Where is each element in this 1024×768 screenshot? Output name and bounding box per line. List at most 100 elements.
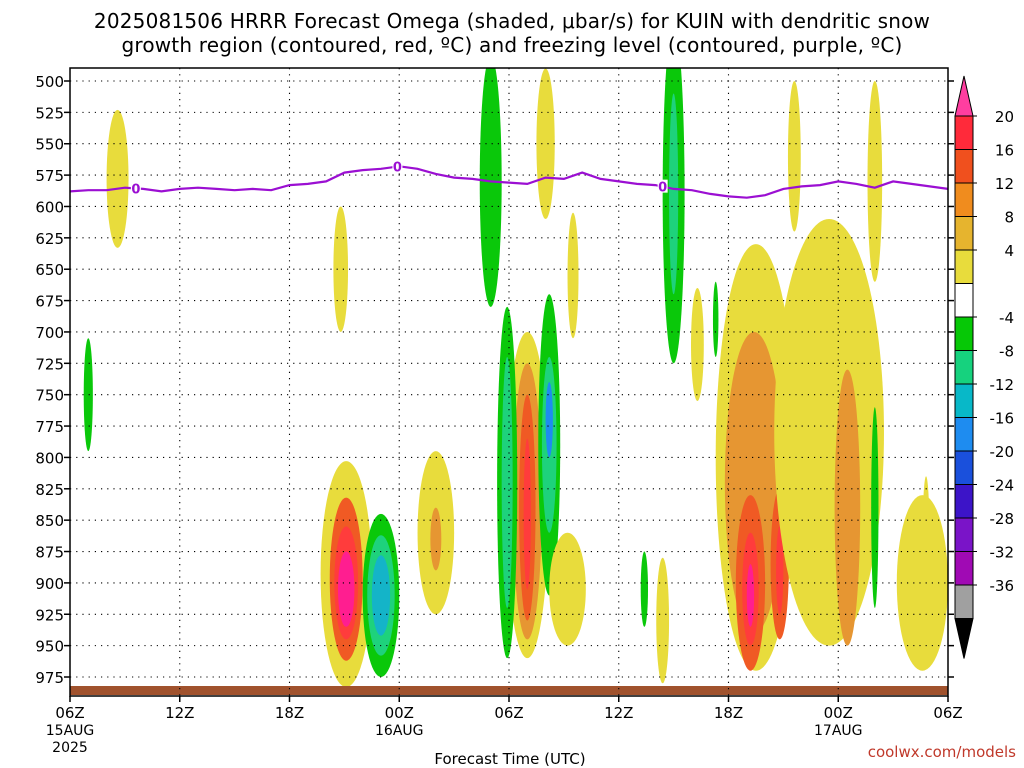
colorbar-segment-6 (954, 283, 974, 318)
colorbar-label-8: -16 (990, 410, 1015, 428)
y-tick-label-525: 525 (35, 104, 64, 122)
freezing-level-label-bg-2 (657, 179, 668, 193)
omega-region-2 (83, 338, 93, 452)
y-tick-label-775: 775 (35, 418, 64, 436)
x-date-label-18: 16AUG (375, 723, 424, 739)
credit-label: coolwx.com/models (868, 743, 1016, 761)
omega-region-13 (536, 68, 555, 220)
colorbar-label-7: -12 (990, 376, 1015, 394)
y-tick-label-675: 675 (35, 293, 64, 311)
colorbar-label-0: 20 (995, 108, 1014, 126)
omega-region-28 (669, 93, 679, 295)
freezing-level-label-2: 0 (658, 181, 667, 196)
x-tick-label-6: 12Z (165, 704, 194, 722)
y-tick-label-600: 600 (35, 198, 64, 216)
colorbar-label-11: -28 (990, 510, 1015, 528)
x-tick-label-18: 00Z (385, 704, 414, 722)
freezing-level-label-0: 0 (131, 182, 140, 197)
omega-region-43 (896, 495, 948, 671)
ground-surface-bar (70, 686, 948, 695)
omega-region-14 (567, 212, 579, 339)
y-axis: 500 525 550 575 600 625 650 675 700 725 750 775 800 8… (35, 73, 954, 687)
omega-region-40 (834, 369, 861, 646)
omega-region-11 (430, 507, 442, 571)
omega-region-18 (523, 438, 531, 590)
colorbar-segment-14 (954, 551, 974, 586)
colorbar-label-4: 4 (1004, 242, 1014, 260)
omega-region-20 (501, 357, 513, 608)
omega-region-44 (922, 476, 930, 615)
colorbar-segment-12 (954, 484, 974, 519)
y-tick-label-550: 550 (35, 136, 64, 154)
colorbar-segment-7 (954, 316, 974, 351)
colorbar-label-1: 16 (995, 142, 1014, 160)
colorbar-segment-13 (954, 517, 974, 552)
y-tick-label-725: 725 (35, 355, 64, 373)
x-tick-label-36: 18Z (714, 704, 743, 722)
x-tick-label-42: 00Z (824, 704, 853, 722)
omega-region-38 (787, 81, 801, 232)
colorbar-segment-5 (954, 249, 974, 284)
omega-region-1 (333, 206, 349, 332)
omega-region-0 (106, 109, 129, 248)
colorbar-label-2: 12 (995, 175, 1014, 193)
omega-region-12 (479, 68, 502, 307)
colorbar-segment-4 (954, 216, 974, 251)
x-date-label-0: 15AUG (46, 723, 95, 739)
omega-region-42 (871, 407, 879, 608)
y-tick-label-950: 950 (35, 638, 64, 656)
freezing-level-line (69, 165, 949, 199)
freezing-level-layer: 0 0 0 (69, 159, 949, 199)
y-tick-label-500: 500 (35, 73, 64, 91)
freezing-level-label-bg-0 (130, 181, 141, 195)
chart-title-line1: 2025081506 HRRR Forecast Omega (shaded, … (94, 9, 930, 33)
colorbar-label-10: -24 (990, 477, 1015, 495)
y-tick-label-750: 750 (35, 387, 64, 405)
colorbar-segment-15 (954, 584, 974, 619)
x-tick-label-24: 06Z (494, 704, 523, 722)
colorbar-bottom-triangle (954, 618, 974, 659)
omega-region-37 (776, 526, 784, 615)
omega-region-30 (712, 281, 719, 358)
x-date-label-42: 17AUG (814, 723, 863, 739)
colorbar-segment-9 (954, 383, 974, 418)
freezing-level-label-bg-1 (392, 159, 403, 173)
omega-region-25 (640, 551, 649, 627)
grid-layer (70, 68, 948, 696)
colorbar-segment-1 (954, 115, 974, 150)
y-tick-label-650: 650 (35, 261, 64, 279)
omega-region-23 (545, 382, 553, 458)
x-year-label-0: 2025 (52, 740, 88, 756)
colorbar-segment-10 (954, 417, 974, 452)
x-tick-label-30: 12Z (604, 704, 633, 722)
x-axis-title: Forecast Time (UTC) (434, 750, 585, 768)
omega-region-24 (549, 532, 586, 646)
colorbar-segment-3 (954, 182, 974, 217)
y-tick-label-625: 625 (35, 230, 64, 248)
omega-region-35 (746, 564, 755, 627)
y-tick-label-925: 925 (35, 606, 64, 624)
colorbar-label-12: -32 (990, 544, 1015, 562)
omega-region-6 (337, 551, 355, 627)
colorbar-label-3: 8 (1004, 209, 1014, 227)
y-tick-label-900: 900 (35, 575, 64, 593)
colorbar-label-13: -36 (990, 577, 1015, 595)
y-tick-label-975: 975 (35, 669, 64, 687)
colorbar-label-5: -4 (999, 309, 1014, 327)
omega-region-29 (691, 288, 704, 401)
omega-region-26 (656, 557, 670, 684)
omega-shading-layer (83, 68, 948, 688)
colorbar-label-6: -8 (999, 343, 1014, 361)
y-tick-label-700: 700 (35, 324, 64, 342)
omega-region-9 (371, 555, 391, 636)
freezing-level-label-1: 0 (393, 161, 402, 176)
y-tick-label-875: 875 (35, 544, 64, 562)
colorbar-segment-11 (954, 450, 974, 485)
x-tick-label-0: 06Z (55, 704, 84, 722)
omega-region-41 (867, 81, 883, 282)
y-tick-label-850: 850 (35, 512, 64, 530)
colorbar-segment-2 (954, 149, 974, 184)
y-tick-label-575: 575 (35, 167, 64, 185)
